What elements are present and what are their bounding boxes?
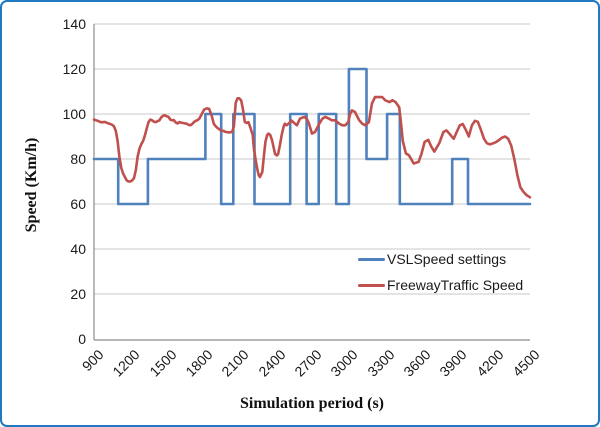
freeway-traffic-speed-line (92, 95, 532, 199)
legend: VSLSpeed settings FreewayTraffic Speed (358, 246, 558, 298)
y-tick-label: 120 (62, 61, 86, 77)
y-tick-label: 80 (70, 151, 86, 167)
legend-item-vsl: VSLSpeed settings (358, 246, 558, 272)
legend-label-vsl: VSLSpeed settings (387, 251, 507, 267)
y-axis-title: Speed (Km/h) (23, 137, 40, 233)
y-tick-label: 140 (62, 16, 86, 32)
legend-item-traffic: FreewayTraffic Speed (358, 272, 558, 298)
y-tick-label: 100 (62, 106, 86, 122)
traffic-line-swatch-icon (358, 283, 385, 287)
y-tick-label: 40 (70, 241, 86, 257)
y-tick-label: 60 (70, 196, 86, 212)
vsl-line-swatch-icon (358, 257, 385, 261)
vsl-speed-line (92, 67, 532, 206)
y-tick-label: 0 (78, 331, 86, 347)
legend-label-traffic: FreewayTraffic Speed (387, 277, 524, 293)
x-axis-title: Simulation period (s) (239, 395, 384, 412)
y-tick-label: 20 (70, 286, 86, 302)
